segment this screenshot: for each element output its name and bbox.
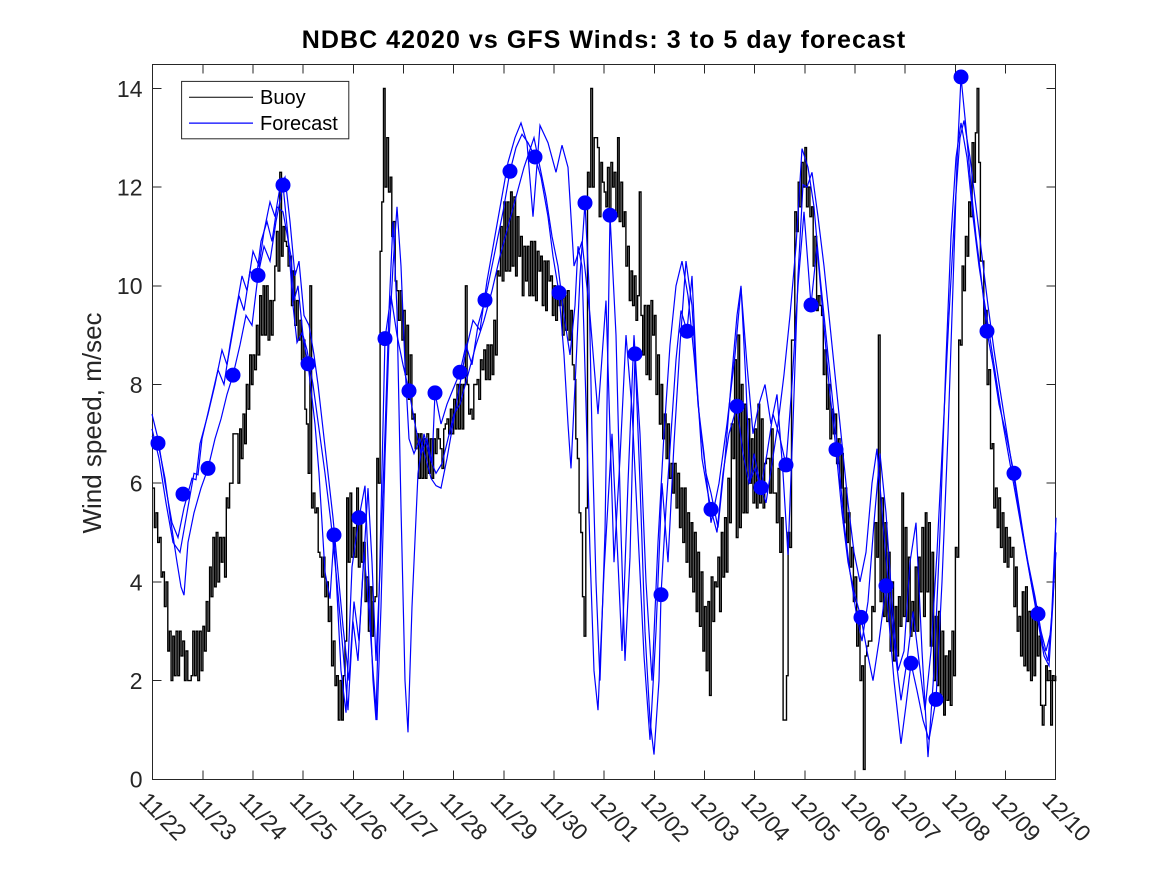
- svg-text:NDBC 42020 vs GFS Winds: 3 to: NDBC 42020 vs GFS Winds: 3 to 5 day fore…: [302, 26, 907, 54]
- svg-text:8: 8: [130, 372, 143, 398]
- svg-text:2: 2: [130, 668, 143, 694]
- svg-text:Forecast: Forecast: [260, 113, 338, 135]
- svg-text:10: 10: [117, 273, 143, 299]
- svg-text:Buoy: Buoy: [260, 87, 306, 109]
- svg-text:12: 12: [117, 175, 143, 201]
- svg-text:14: 14: [117, 76, 143, 102]
- svg-text:4: 4: [130, 569, 143, 595]
- svg-text:6: 6: [130, 471, 143, 497]
- svg-text:Wind speed, m/sec: Wind speed, m/sec: [77, 312, 107, 533]
- svg-text:0: 0: [130, 767, 143, 793]
